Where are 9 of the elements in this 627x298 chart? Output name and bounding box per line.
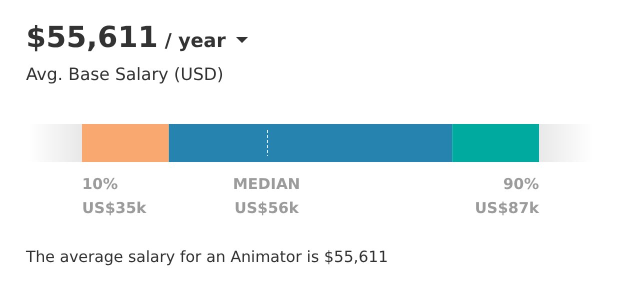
category-label: MEDIAN	[232, 175, 300, 193]
category-label: 90%	[503, 175, 539, 193]
data-label: US$35k	[82, 199, 148, 217]
category-label: 10%	[82, 175, 118, 193]
text: $55,611 / year	[26, 20, 226, 54]
data-label: US$87k	[474, 199, 540, 217]
text: Avg. Base Salary (USD)	[26, 65, 224, 85]
data-label: US$56k	[234, 199, 300, 217]
text: The average salary for an Animator is $55,611	[26, 248, 388, 266]
